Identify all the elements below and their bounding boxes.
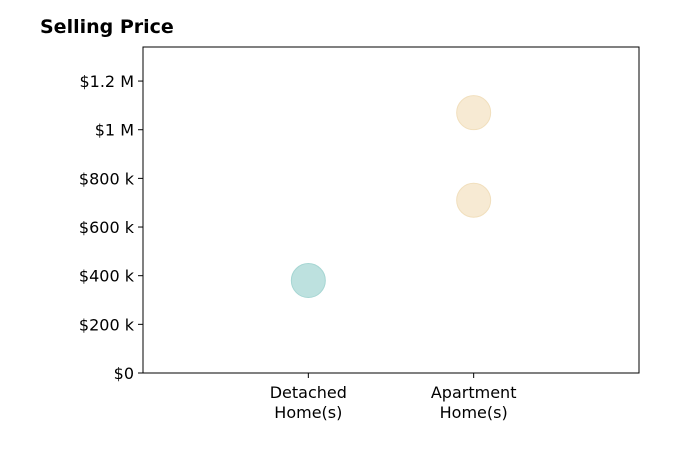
- y-tick-label: $0: [114, 364, 134, 383]
- y-tick-label: $1.2 M: [79, 72, 134, 91]
- data-point: [290, 263, 326, 299]
- y-tick-label: $800 k: [79, 169, 135, 188]
- plot-frame: [142, 46, 640, 374]
- y-tick-label: $200 k: [79, 315, 135, 334]
- x-tick-label: Apartment Home(s): [431, 383, 517, 422]
- x-tick-label: Detached Home(s): [270, 383, 347, 422]
- chart-marks: [290, 95, 492, 299]
- y-axis: $0 $200 k $400 k $600 k $800 k $1 M $1.2 M: [79, 72, 143, 383]
- data-point: [456, 182, 492, 218]
- chart-title: Selling Price: [40, 16, 174, 38]
- data-point: [456, 95, 492, 131]
- y-tick-label: $600 k: [79, 218, 135, 237]
- y-tick-label: $1 M: [95, 121, 134, 140]
- y-tick-label: $400 k: [79, 267, 135, 286]
- x-axis: Detached Home(s) Apartment Home(s): [270, 373, 517, 422]
